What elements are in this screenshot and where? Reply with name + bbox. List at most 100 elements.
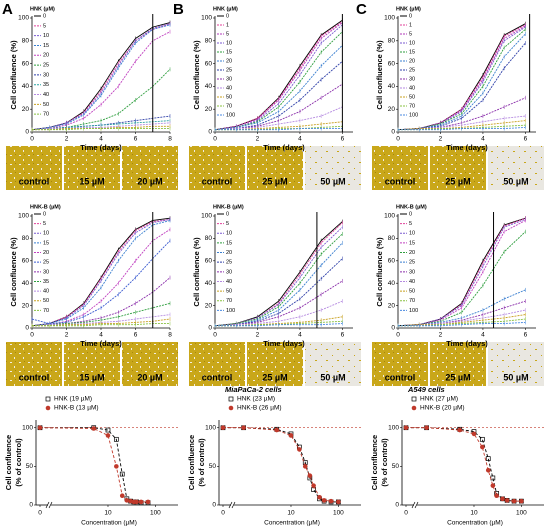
x-axis-label: Time (days) [446, 143, 488, 152]
axis-break [228, 501, 236, 509]
legend-label: 20 [43, 250, 49, 256]
legend-label: 30 [43, 269, 49, 275]
legend-label: HNK (23 µM) [237, 396, 275, 403]
x-tick-label: 2 [256, 136, 260, 143]
y-axis-label: (% of control) [197, 438, 206, 487]
x-tick-label: 2 [256, 332, 260, 339]
x-tick-label: 0 [404, 510, 408, 517]
y-axis-label: (% of control) [380, 438, 389, 487]
legend-label: 10 [43, 33, 49, 39]
y-axis-label: Cell confluence (%) [375, 237, 384, 307]
y-tick-label: 100 [388, 424, 399, 431]
y-tick-label: 100 [205, 424, 216, 431]
y-axis-label: Cell confluence [370, 435, 379, 490]
series-line [31, 218, 171, 327]
x-tick-label: 100 [333, 510, 344, 517]
legend-label: 25 [43, 63, 49, 69]
y-tick-label: 60 [22, 60, 30, 67]
data-point [504, 498, 510, 503]
x-tick-label: 6 [524, 136, 528, 143]
legend-label: 70 [226, 298, 232, 304]
legend-label: HNK-B (20 µM) [420, 405, 465, 412]
y-tick-label: 0 [208, 129, 212, 136]
series-line [31, 31, 171, 131]
y-tick-label: 40 [205, 280, 213, 287]
legend-label: 25 [226, 67, 232, 73]
micrograph-label: 20 µM [137, 176, 162, 186]
x-axis-label: Time (days) [263, 339, 305, 348]
x-tick-label: 0 [30, 332, 34, 339]
x-tick-label: 0 [396, 136, 400, 143]
fit-line [406, 427, 522, 502]
legend-label: 5 [43, 221, 46, 227]
micrograph [247, 146, 303, 190]
legend-label: 30 [409, 269, 415, 275]
legend-label: 0 [226, 211, 229, 217]
x-axis-label: Time (days) [80, 339, 122, 348]
data-point [114, 464, 119, 469]
legend-label: 1 [226, 22, 229, 28]
x-tick-label: 0 [30, 136, 34, 143]
legend-label: 10 [226, 231, 232, 237]
y-tick-label: 80 [22, 235, 30, 242]
legend-label: 15 [226, 49, 232, 55]
y-tick-label: 50 [209, 463, 217, 470]
legend-label: 70 [43, 308, 49, 314]
micrograph [64, 146, 120, 190]
data-point [307, 473, 313, 478]
data-point [145, 499, 151, 505]
legend-label: 40 [43, 92, 49, 98]
legend-label: 20 [409, 58, 415, 64]
micrograph [189, 146, 245, 190]
micrograph-label: 25 µM [445, 176, 470, 186]
x-tick-label: 0 [396, 332, 400, 339]
legend-label: 10 [226, 40, 232, 46]
data-point [311, 483, 316, 488]
legend-marker [411, 405, 417, 411]
chart-title: MiaPaCa-2 cells [225, 385, 282, 394]
x-tick-label: 8 [168, 332, 172, 339]
legend-label: 10 [43, 231, 49, 237]
legend-label: 5 [226, 221, 229, 227]
panel-label: A [2, 1, 13, 18]
legend-label: 25 [226, 260, 232, 266]
series-line [31, 23, 171, 131]
legend-label: 0 [43, 211, 46, 217]
legend-title: HNK-B (µM) [396, 204, 427, 210]
legend-label: 30 [226, 76, 232, 82]
data-point [119, 493, 125, 499]
micrograph-label: 25 µM [262, 176, 287, 186]
x-tick-label: 6 [524, 332, 528, 339]
legend-label: HNK (19 µM) [54, 396, 92, 403]
x-tick-label: 2 [439, 332, 443, 339]
y-tick-label: 80 [22, 38, 30, 45]
panel-label: B [173, 1, 184, 18]
data-point [105, 433, 111, 438]
legend-marker [228, 396, 234, 402]
legend-label: 40 [409, 279, 415, 285]
y-tick-label: 80 [388, 235, 396, 242]
micrograph [430, 146, 486, 190]
data-point [37, 425, 43, 431]
series-line [31, 220, 171, 327]
legend-marker [45, 405, 51, 411]
legend-title: HNK (µM) [30, 6, 55, 12]
legend-label: 25 [409, 67, 415, 73]
data-point [288, 433, 294, 438]
data-point [471, 431, 477, 437]
data-point [105, 427, 111, 433]
legend-label: 15 [43, 43, 49, 49]
y-tick-label: 100 [201, 213, 212, 220]
y-tick-label: 80 [388, 38, 396, 45]
y-tick-label: 20 [22, 106, 30, 113]
x-axis-label: Concentration (µM) [81, 520, 137, 527]
x-tick-label: 10 [470, 510, 478, 517]
y-tick-label: 20 [205, 302, 213, 309]
micrograph [6, 146, 62, 190]
y-tick-label: 100 [18, 15, 29, 22]
legend-label: 10 [409, 40, 415, 46]
data-point [485, 467, 491, 473]
data-point [336, 499, 341, 505]
legend-title: HNK (µM) [213, 6, 238, 12]
